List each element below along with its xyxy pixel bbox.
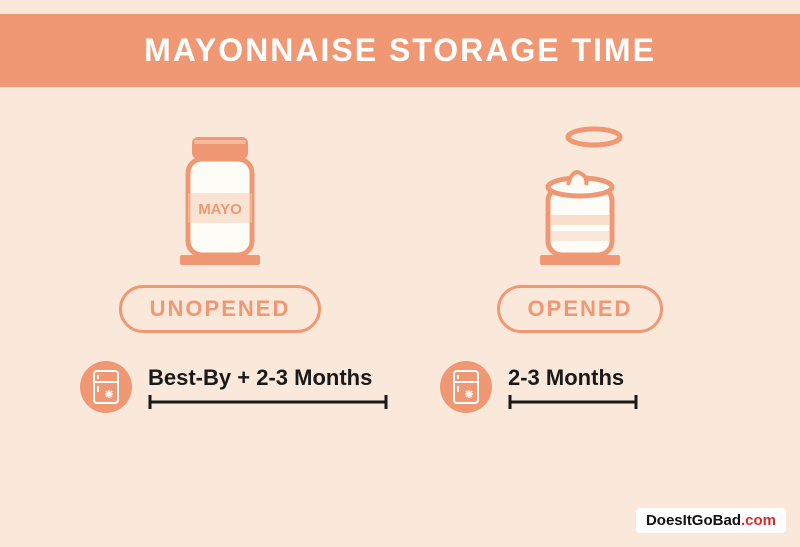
bracket-icon <box>148 395 388 409</box>
jar-label-text: MAYO <box>198 201 242 218</box>
column-opened: OPENED 2-3 Months <box>410 117 750 413</box>
info-row-unopened: Best-By + 2-3 Months <box>50 361 390 413</box>
badge-opened: OPENED <box>497 285 664 333</box>
badge-unopened: UNOPENED <box>119 285 322 333</box>
fridge-icon <box>80 361 132 413</box>
watermark-suffix: .com <box>741 512 776 529</box>
jar-closed-icon: MAYO <box>160 117 280 267</box>
column-unopened: MAYO UNOPENED <box>50 117 390 413</box>
duration-text: Best-By + 2-3 Months <box>148 365 388 391</box>
badge-label: OPENED <box>528 296 633 321</box>
columns-container: MAYO UNOPENED <box>0 87 800 413</box>
badge-label: UNOPENED <box>150 296 291 321</box>
fridge-icon <box>440 361 492 413</box>
duration-block: Best-By + 2-3 Months <box>148 365 388 409</box>
duration-text: 2-3 Months <box>508 365 638 391</box>
page-title: MAYONNAISE STORAGE TIME <box>0 32 800 69</box>
title-banner: MAYONNAISE STORAGE TIME <box>0 14 800 87</box>
bracket-icon <box>508 395 638 409</box>
watermark: DoesItGoBad.com <box>636 508 786 533</box>
watermark-prefix: DoesItGoBad <box>646 512 741 529</box>
duration-block: 2-3 Months <box>508 365 638 409</box>
jar-open-icon <box>520 117 640 267</box>
info-row-opened: 2-3 Months <box>410 361 750 413</box>
